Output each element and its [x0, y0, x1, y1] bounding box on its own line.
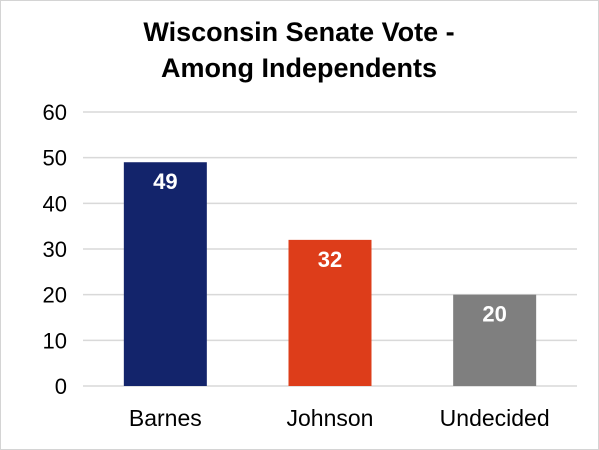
- y-axis-ticks: 0 10 20 30 40 50 60: [43, 100, 67, 399]
- chart-title-line-2: Among Independents: [161, 53, 437, 83]
- x-axis-categories: Barnes Johnson Undecided: [129, 405, 550, 431]
- y-tick-label-50: 50: [43, 146, 67, 171]
- y-tick-label-60: 60: [43, 100, 67, 125]
- category-label-undecided: Undecided: [440, 405, 550, 431]
- y-tick-label-0: 0: [55, 374, 67, 399]
- category-label-barnes: Barnes: [129, 405, 202, 431]
- bar-barnes: [123, 162, 207, 386]
- y-tick-label-20: 20: [43, 283, 67, 308]
- value-label-barnes: 49: [153, 169, 177, 194]
- bar-undecided: [453, 294, 537, 386]
- y-tick-label-10: 10: [43, 328, 67, 353]
- value-label-johnson: 32: [318, 247, 342, 272]
- value-label-undecided: 20: [482, 302, 506, 327]
- bars: 49 32 20: [123, 162, 537, 386]
- y-tick-label-40: 40: [43, 191, 67, 216]
- chart-title-line-1: Wisconsin Senate Vote -: [143, 17, 454, 47]
- bar-johnson: [288, 239, 372, 386]
- category-label-johnson: Johnson: [287, 405, 374, 431]
- y-tick-label-30: 30: [43, 237, 67, 262]
